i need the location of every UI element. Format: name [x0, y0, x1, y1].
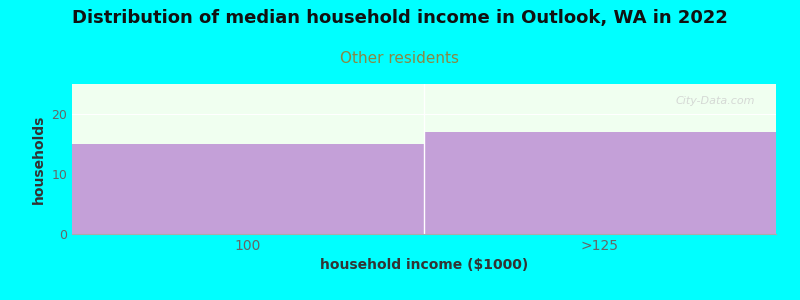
Text: Other residents: Other residents — [341, 51, 459, 66]
Text: Distribution of median household income in Outlook, WA in 2022: Distribution of median household income … — [72, 9, 728, 27]
X-axis label: household income ($1000): household income ($1000) — [320, 258, 528, 272]
Text: City-Data.com: City-Data.com — [675, 96, 755, 106]
Y-axis label: households: households — [32, 114, 46, 204]
